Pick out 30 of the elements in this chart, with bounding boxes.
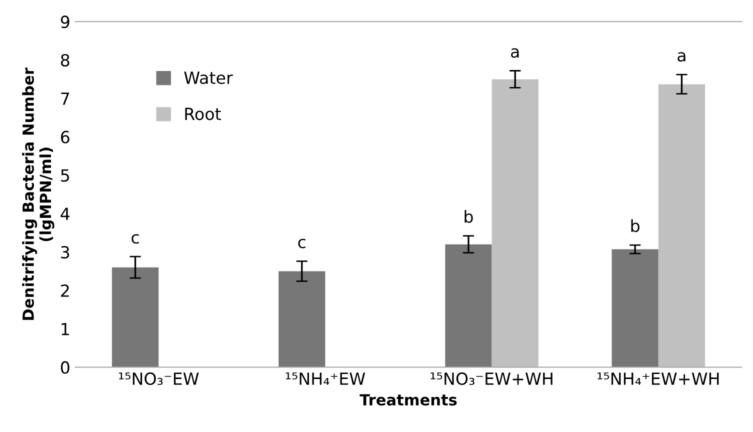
annotation: c — [298, 238, 306, 248]
bar — [612, 249, 658, 368]
bar — [658, 84, 706, 368]
y-tick-label: 1 — [62, 322, 69, 336]
y-tick-label: 4 — [60, 208, 70, 220]
y-tick-label: 5 — [61, 169, 69, 182]
y-tick-label: 6 — [61, 130, 70, 144]
y-tick-label: 2 — [61, 284, 69, 297]
annotation: c — [132, 234, 139, 244]
x-axis-title: Treatments — [360, 394, 457, 406]
x-tick-label: ¹⁵NO₃⁻EW — [118, 372, 199, 385]
annotation: b — [464, 210, 473, 223]
annotation: a — [511, 48, 519, 58]
annotation: b — [631, 219, 640, 232]
x-tick-label: ¹⁵NH₄⁺EW — [286, 372, 366, 385]
y-axis-title: Denitrifying Bacteria Number (lgMPN/ml) — [22, 68, 54, 320]
y-tick-label: 9 — [60, 16, 70, 28]
bar — [112, 267, 159, 368]
bar — [445, 244, 492, 368]
x-tick-label: ¹⁵NO₃⁻EW+WH — [430, 372, 552, 385]
bar — [278, 271, 326, 368]
y-tick-label: 7 — [61, 92, 70, 105]
y-tick-label: 8 — [60, 54, 70, 67]
y-tick-label: 3 — [61, 246, 70, 259]
legend-label: Root — [185, 108, 221, 120]
annotation: a — [678, 52, 686, 62]
legend-label: Water — [184, 72, 233, 84]
bar — [492, 79, 538, 368]
y-tick-label: 0 — [60, 361, 70, 374]
x-tick-label: ¹⁵NH₄⁺EW+WH — [598, 372, 719, 385]
